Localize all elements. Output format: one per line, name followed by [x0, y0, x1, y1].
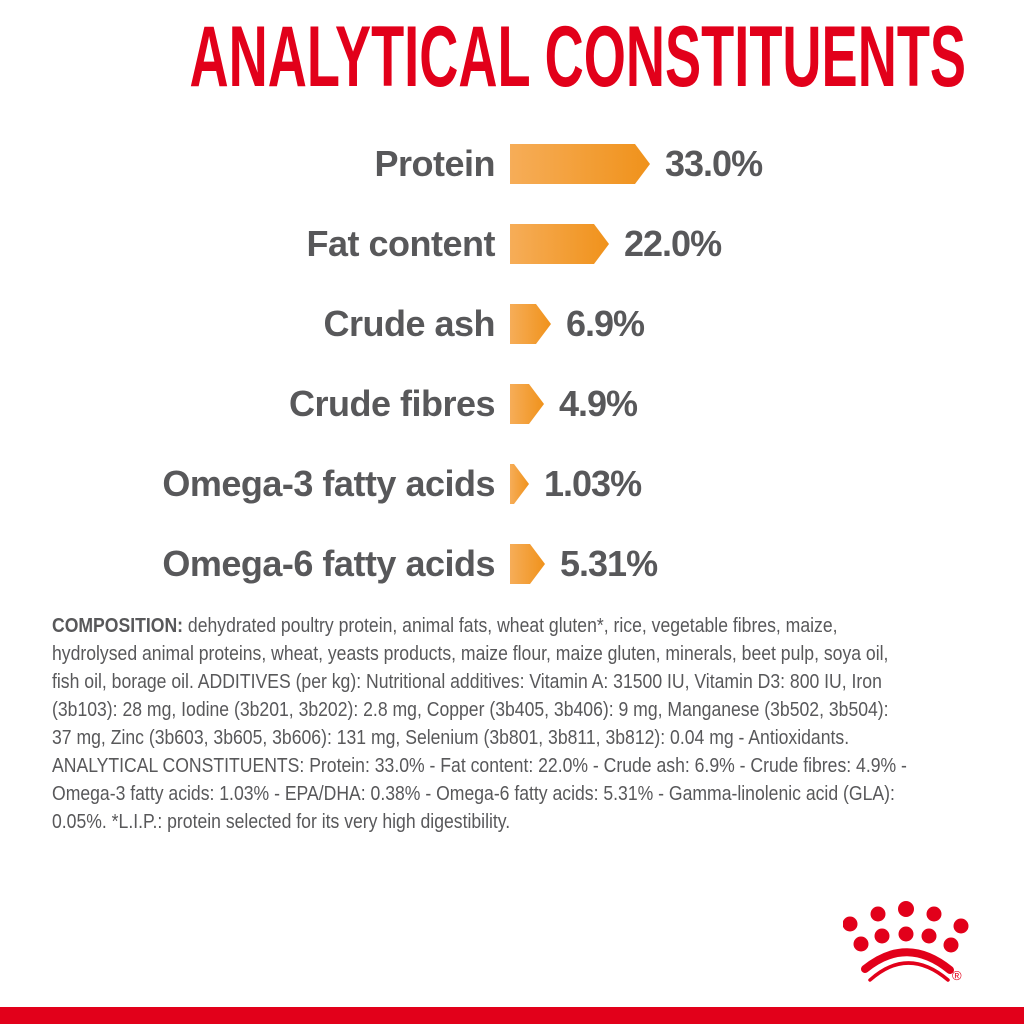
chart-row: Crude ash 6.9% [0, 284, 1024, 364]
constituent-value: 4.9% [559, 383, 638, 424]
registered-trademark: ® [952, 968, 962, 983]
composition-line: (3b103): 28 mg, Iodine (3b201, 3b202): 2… [52, 699, 889, 721]
constituent-value: 6.9% [566, 303, 645, 344]
chart-row: Crude fibres 4.9% [0, 364, 1024, 444]
constituent-value: 5.31% [560, 543, 658, 584]
constituent-label: Omega-6 fatty acids [162, 543, 495, 584]
chart-row: Fat content 22.0% [0, 204, 1024, 284]
chart-row: Protein 33.0% [0, 124, 1024, 204]
brand-crown-logo: ® [843, 901, 969, 983]
analytical-constituents-chart: Protein 33.0% Fat content 22.0% Crude ash 6.9… [0, 124, 1024, 604]
composition-line: Omega-3 fatty acids: 1.03% - EPA/DHA: 0.… [52, 783, 895, 805]
constituent-label: Crude ash [323, 303, 495, 344]
composition-line: 37 mg, Zinc (3b603, 3b605, 3b606): 131 m… [52, 727, 850, 749]
bar-arrow-icon [510, 544, 545, 584]
footer-red-bar [0, 1007, 1024, 1024]
bar-arrow-icon [510, 304, 551, 344]
constituent-value: 22.0% [624, 223, 722, 264]
constituent-value: 1.03% [544, 463, 642, 504]
constituent-label: Fat content [306, 223, 496, 264]
composition-line: hydrolysed animal proteins, wheat, yeast… [52, 643, 889, 665]
composition-line-text: dehydrated poultry protein, animal fats,… [187, 615, 838, 637]
bar-arrow-icon [510, 384, 544, 424]
composition-line: 0.05%. *L.I.P.: protein selected for its… [52, 811, 511, 833]
page-title: ANALYTICAL CONSTITUENTS [189, 9, 967, 105]
chart-row: Omega-6 fatty acids 5.31% [0, 524, 1024, 604]
constituent-value: 33.0% [665, 143, 763, 184]
composition-text-block: COMPOSITION: dehydrated poultry protein,… [52, 612, 907, 836]
composition-line: fish oil, borage oil. ADDITIVES (per kg)… [52, 671, 882, 693]
chart-row: Omega-3 fatty acids 1.03% [0, 444, 1024, 524]
composition-line: ANALYTICAL CONSTITUENTS: Protein: 33.0% … [52, 755, 907, 777]
composition-line: COMPOSITION: dehydrated poultry protein,… [52, 612, 907, 640]
constituent-label: Crude fibres [288, 383, 496, 424]
constituent-label: Omega-3 fatty acids [162, 463, 495, 504]
constituent-label: Protein [374, 143, 495, 184]
bar-arrow-icon [510, 224, 609, 264]
bar-arrow-icon [510, 144, 650, 184]
bar-arrow-icon [510, 464, 529, 504]
composition-label: COMPOSITION: [52, 615, 184, 637]
